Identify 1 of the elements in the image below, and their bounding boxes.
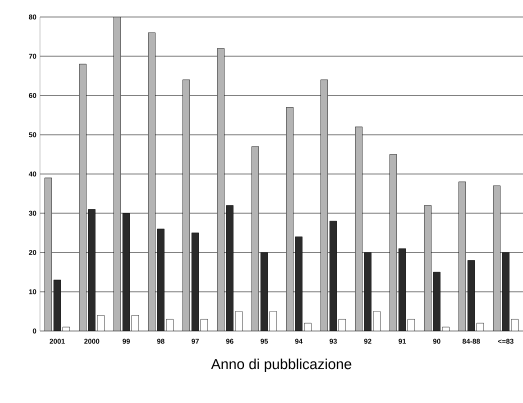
x-axis-title: Anno di pubblicazione [211,358,352,372]
